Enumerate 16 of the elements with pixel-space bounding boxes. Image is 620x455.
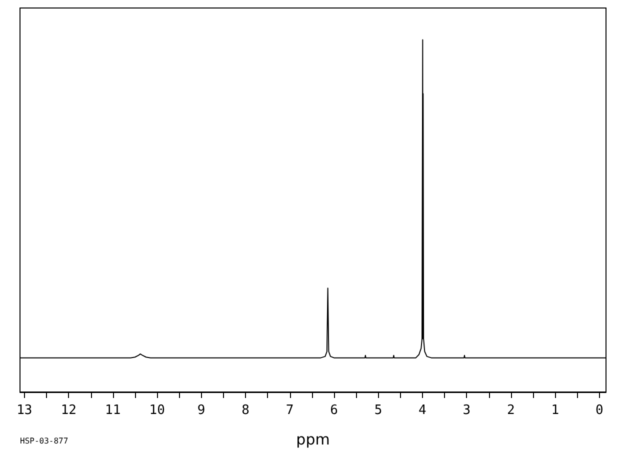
x-tick-label: 13 [16, 403, 32, 418]
x-tick-label: 9 [197, 403, 206, 418]
x-tick-label: 0 [595, 403, 604, 418]
x-axis-title: ppm [296, 430, 330, 448]
x-tick-label: 7 [286, 403, 294, 418]
x-tick-label: 4 [418, 403, 427, 418]
x-tick-label: 11 [105, 403, 121, 418]
x-tick-label: 2 [507, 403, 515, 418]
x-tick-label: 8 [242, 403, 250, 418]
x-tick-label: 5 [374, 403, 382, 418]
x-tick-label: 10 [149, 403, 165, 418]
x-tick-label: 3 [462, 403, 471, 418]
x-tick-label: 12 [60, 403, 76, 418]
x-tick-label: 1 [551, 403, 560, 418]
x-tick-label: 6 [330, 403, 338, 418]
text: HSP-03-877 [20, 436, 68, 446]
